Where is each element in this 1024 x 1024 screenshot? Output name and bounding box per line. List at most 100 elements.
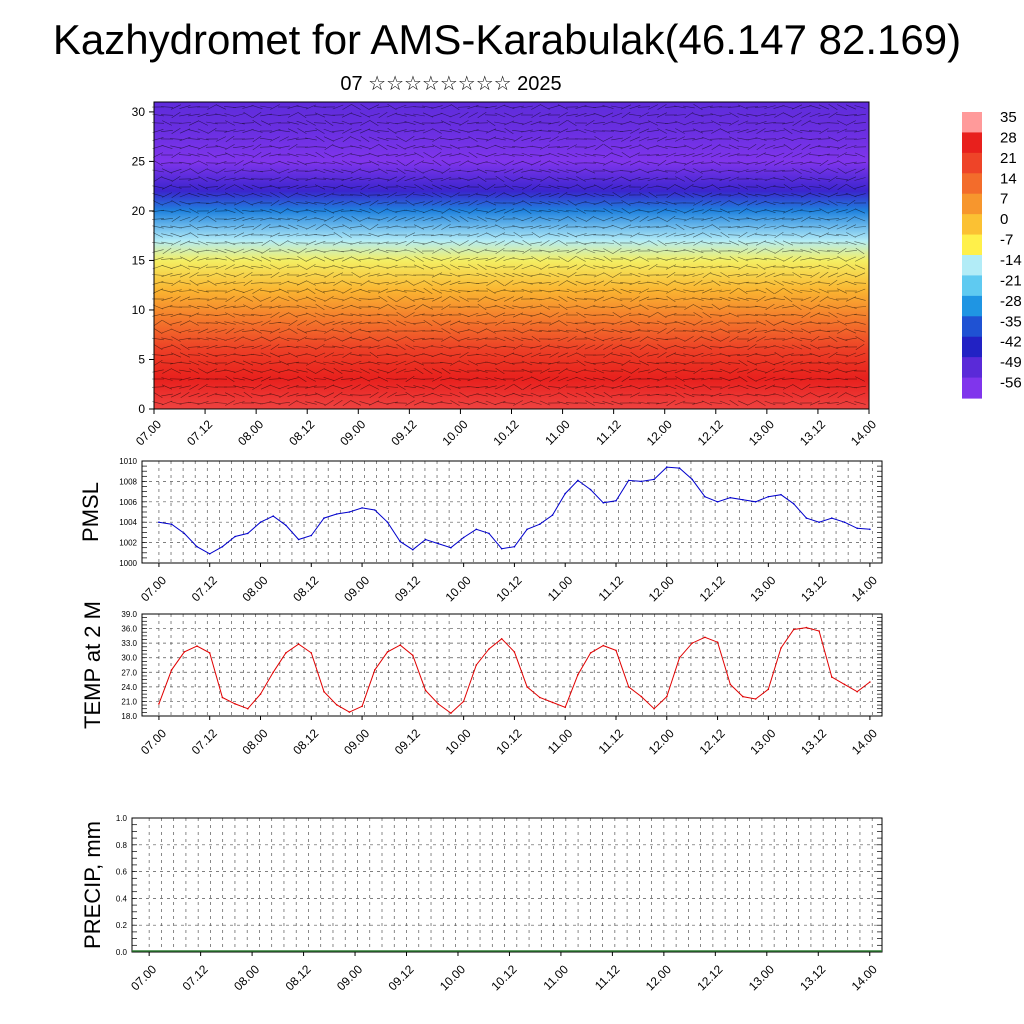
- wind-barb: [611, 112, 623, 118]
- wind-barb: [594, 328, 604, 334]
- wind-barb: [665, 313, 677, 317]
- wind-barb: [332, 136, 344, 142]
- wind-barb: [395, 113, 407, 117]
- wind-barb: [611, 152, 623, 158]
- wind-barb: [728, 297, 740, 301]
- wind-barb: [251, 129, 263, 133]
- wind-barb: [782, 360, 794, 366]
- wind-barb: [808, 138, 822, 140]
- wind-barb: [836, 305, 848, 309]
- wind-barb: [323, 177, 335, 181]
- data-point: [831, 676, 833, 678]
- wind-barb: [332, 345, 344, 349]
- wind-barb: [799, 354, 813, 356]
- wind-barb: [674, 384, 686, 390]
- wind-barb: [476, 361, 488, 365]
- wind-barb: [809, 369, 821, 373]
- wind-barb: [332, 360, 344, 366]
- wind-barb: [674, 289, 686, 293]
- data-point: [475, 528, 478, 531]
- wind-barb: [161, 305, 173, 309]
- wind-barb: [232, 282, 246, 284]
- wind-barb: [422, 128, 434, 134]
- wind-barb: [216, 176, 226, 182]
- wind-barb: [395, 368, 407, 374]
- wind-barb: [260, 209, 272, 213]
- wind-barb: [567, 200, 577, 206]
- data-point: [323, 690, 325, 693]
- wind-barb: [719, 113, 731, 117]
- wind-barb: [736, 218, 750, 220]
- wind-barb: [764, 234, 776, 236]
- wind-barb: [737, 256, 749, 262]
- wind-barb: [808, 226, 822, 228]
- data-point: [729, 496, 732, 499]
- wind-barb: [260, 384, 272, 390]
- wind-barb: [710, 336, 722, 342]
- wind-barb: [773, 386, 785, 388]
- wind-barb: [728, 250, 740, 252]
- x-tick-label: 11.00: [541, 962, 572, 993]
- data-point: [450, 546, 452, 549]
- wind-barb: [583, 298, 597, 300]
- x-tick-label: 13.00: [746, 417, 777, 448]
- wind-barb: [396, 168, 406, 174]
- wind-barb: [593, 161, 605, 165]
- wind-barb: [376, 354, 390, 356]
- wind-barb: [206, 249, 218, 253]
- wind-barb: [395, 129, 407, 133]
- x-tick-label: 11.12: [596, 573, 627, 604]
- wind-barb: [467, 289, 479, 293]
- wind-barb: [620, 353, 632, 357]
- wind-barb: [756, 296, 766, 302]
- wind-barb: [279, 207, 289, 215]
- wind-barb: [521, 289, 533, 293]
- wind-barb: [700, 114, 714, 116]
- wind-barb: [431, 105, 443, 109]
- x-tick-label: 07.00: [138, 573, 169, 604]
- wind-barb: [665, 361, 677, 365]
- wind-barb: [682, 330, 696, 332]
- wind-barb: [270, 104, 280, 110]
- wind-barb: [422, 298, 434, 300]
- wind-barb: [332, 265, 344, 269]
- wind-barb: [846, 184, 856, 190]
- wind-barb: [809, 186, 821, 188]
- wind-barb: [557, 145, 569, 149]
- wind-barb: [648, 104, 658, 110]
- wind-barb: [512, 176, 524, 182]
- wind-barb: [179, 168, 191, 174]
- wind-barb: [260, 369, 272, 373]
- wind-barb: [170, 352, 182, 358]
- wind-barb: [782, 368, 794, 374]
- wind-barb: [495, 160, 505, 166]
- wind-barb: [855, 343, 865, 351]
- wind-barb: [260, 401, 272, 405]
- wind-barb: [332, 320, 344, 326]
- data-point: [831, 517, 833, 519]
- wind-barb: [602, 168, 614, 174]
- wind-barb: [818, 385, 830, 389]
- wind-barb: [405, 239, 415, 247]
- wind-barb: [476, 138, 488, 140]
- wind-barb: [674, 257, 686, 261]
- wind-barb: [801, 312, 811, 318]
- wind-barb: [701, 217, 713, 221]
- wind-barb: [439, 394, 453, 396]
- wind-barb: [251, 321, 263, 325]
- wind-barb: [539, 160, 551, 166]
- wind-barb: [674, 249, 686, 253]
- wind-barb: [305, 256, 317, 262]
- colorbar-label: -35: [1000, 313, 1022, 330]
- wind-barb: [620, 345, 632, 349]
- wind-barb: [558, 392, 568, 398]
- wind-barb: [620, 217, 632, 221]
- wind-barb: [396, 344, 406, 350]
- wind-barb: [386, 208, 398, 214]
- wind-barb: [809, 154, 821, 156]
- wind-barb: [197, 337, 209, 341]
- wind-barb: [233, 328, 245, 334]
- wind-barb: [629, 145, 641, 149]
- wind-barb: [440, 257, 452, 261]
- wind-barb: [215, 193, 227, 197]
